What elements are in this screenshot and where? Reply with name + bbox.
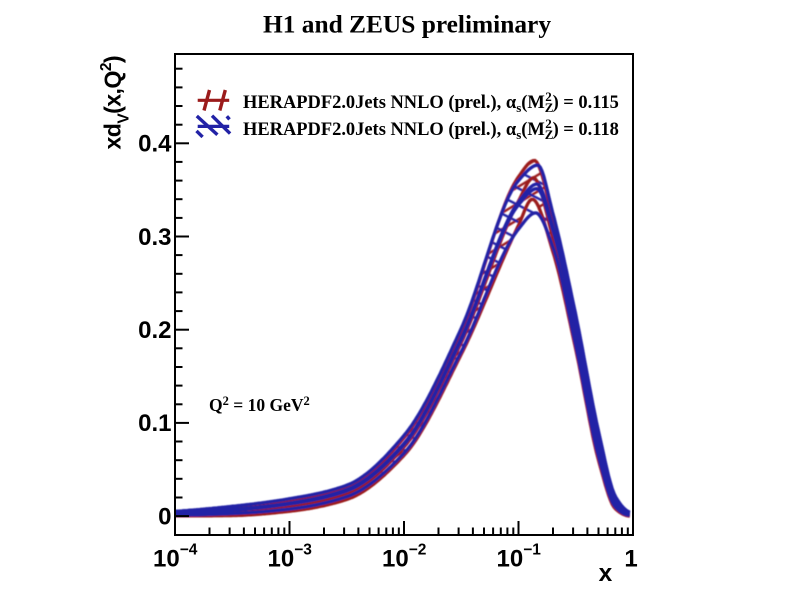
svg-text:0.1: 0.1 (138, 410, 171, 437)
svg-text:0.4: 0.4 (138, 131, 172, 158)
svg-text:x: x (599, 560, 613, 587)
svg-text:1: 1 (624, 546, 637, 573)
svg-text:0: 0 (158, 503, 171, 530)
svg-text:HERAPDF2.0Jets NNLO (prel.), α: HERAPDF2.0Jets NNLO (prel.), αs(MZ2) = 0… (243, 116, 619, 142)
svg-text:Q2 = 10 GeV2: Q2 = 10 GeV2 (209, 394, 310, 415)
svg-text:H1 and ZEUS preliminary: H1 and ZEUS preliminary (263, 11, 551, 39)
svg-text:0.2: 0.2 (138, 317, 171, 344)
svg-text:0.3: 0.3 (138, 224, 171, 251)
svg-text:HERAPDF2.0Jets NNLO (prel.), α: HERAPDF2.0Jets NNLO (prel.), αs(MZ2) = 0… (243, 89, 619, 115)
